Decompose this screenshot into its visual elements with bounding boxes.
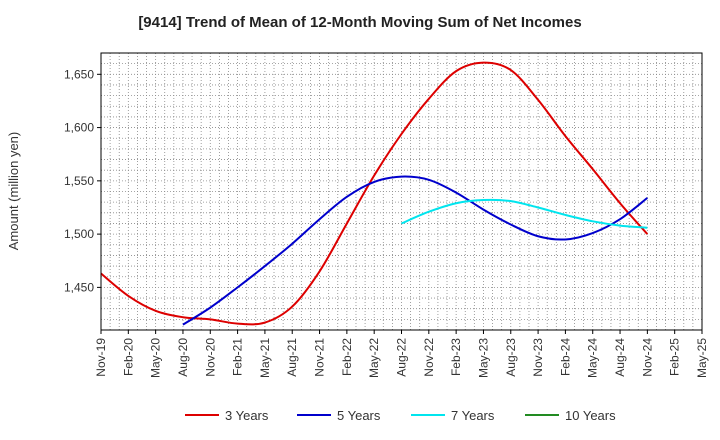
x-tick-label: Feb-24 — [558, 338, 572, 376]
x-tick-label: Feb-25 — [668, 338, 682, 376]
x-tick-label: Nov-23 — [531, 338, 545, 377]
legend-label: 3 Years — [225, 408, 269, 423]
x-tick-label: Feb-22 — [340, 338, 354, 376]
y-axis-ticks: 1,450 1,500 1,550 1,600 1,650 — [64, 67, 101, 294]
legend-label: 5 Years — [337, 408, 381, 423]
x-tick-label: Nov-22 — [422, 338, 436, 377]
y-tick-label: 1,450 — [64, 280, 94, 294]
y-tick-label: 1,600 — [64, 121, 94, 135]
x-tick-label: Nov-19 — [94, 338, 108, 377]
x-tick-label: Nov-21 — [313, 338, 327, 377]
y-tick-label: 1,500 — [64, 227, 94, 241]
x-tick-label: Aug-22 — [395, 338, 409, 377]
x-tick-label: May-25 — [695, 338, 709, 378]
series-line-5-years — [182, 175, 648, 326]
x-tick-label: Feb-23 — [449, 338, 463, 376]
x-tick-label: Aug-23 — [504, 338, 518, 377]
legend-label: 10 Years — [565, 408, 616, 423]
legend-label: 7 Years — [451, 408, 495, 423]
x-tick-label: May-23 — [476, 338, 490, 378]
series-line-7-years — [401, 198, 648, 229]
x-axis-ticks: Nov-19 Feb-20 May-20 Aug-20 Nov-20 Feb-21 May-… — [94, 330, 709, 378]
x-tick-label: Aug-20 — [176, 338, 190, 377]
series-lines — [100, 61, 649, 326]
x-tick-label: May-21 — [258, 338, 272, 378]
x-tick-label: May-24 — [586, 338, 600, 378]
x-tick-label: May-20 — [149, 338, 163, 378]
y-axis-title: Amount (million yen) — [6, 132, 21, 251]
x-tick-label: Aug-21 — [285, 338, 299, 377]
x-tick-label: Nov-24 — [640, 338, 654, 377]
legend: 3 Years 5 Years 7 Years 10 Years — [185, 408, 616, 423]
y-tick-label: 1,550 — [64, 174, 94, 188]
x-tick-label: Feb-21 — [231, 338, 245, 376]
chart-title: [9414] Trend of Mean of 12-Month Moving … — [138, 14, 582, 31]
x-tick-label: Feb-20 — [121, 338, 135, 376]
y-tick-label: 1,650 — [64, 67, 94, 81]
x-tick-label: May-22 — [367, 338, 381, 378]
x-tick-label: Aug-24 — [613, 338, 627, 377]
series-line-3-years — [100, 61, 649, 326]
x-tick-label: Nov-20 — [203, 338, 217, 377]
